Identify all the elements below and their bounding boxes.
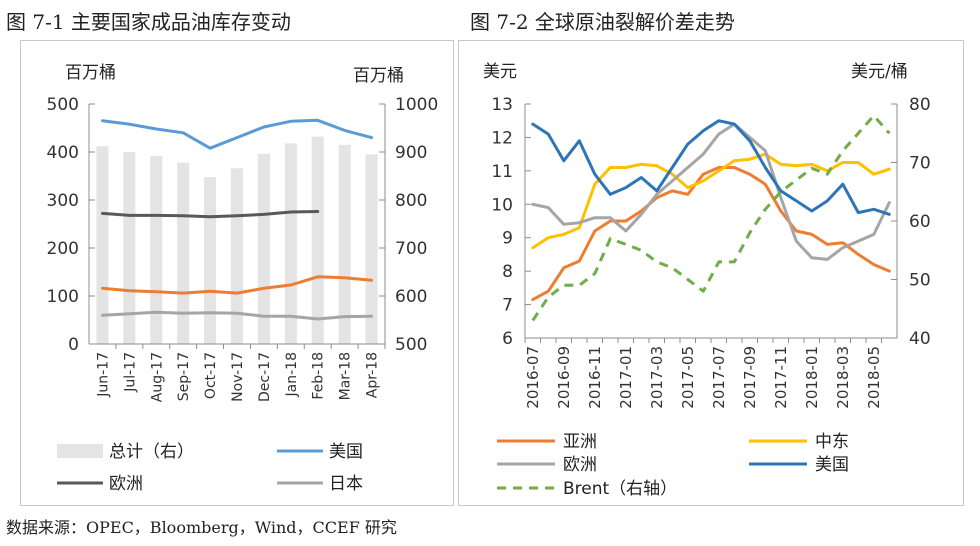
series-line — [531, 166, 891, 302]
left-tick-label: 100 — [47, 287, 79, 307]
series-line — [531, 119, 891, 216]
x-tick-label: 2017-07 — [710, 346, 728, 409]
x-tick-label: Aug-17 — [149, 352, 165, 402]
total-bar — [257, 153, 270, 344]
right-tick-label: 500 — [395, 335, 427, 355]
series-line — [101, 275, 373, 295]
right-tick-label: 800 — [395, 191, 427, 211]
right-tick-label: 900 — [395, 143, 427, 163]
right-axis-unit: 美元/桶 — [851, 62, 908, 82]
x-tick-label: Jan-18 — [284, 352, 300, 397]
legend-label: 欧洲 — [109, 474, 143, 494]
legend-label: 日本 — [329, 474, 363, 494]
left-tick-label: 0 — [68, 335, 79, 355]
total-bar — [311, 136, 324, 344]
total-bar — [230, 168, 243, 344]
x-tick-label: 2016-07 — [524, 346, 542, 409]
figure2-panel: 美元 美元/桶 6 7 8 9 10 11 12 13 40 50 60 70 80 2016-07 2016-… — [458, 40, 964, 506]
left-tick-label: 13 — [491, 95, 513, 115]
legend-label: 美国 — [329, 442, 363, 462]
right-axis-unit: 百万桶 — [353, 66, 404, 86]
right-tick-label: 700 — [395, 239, 427, 259]
x-tick-label: 2017-11 — [772, 346, 790, 409]
legend-label: 欧洲 — [563, 455, 597, 475]
left-tick-label: 400 — [47, 143, 79, 163]
x-tick-label: 2016-11 — [586, 346, 604, 409]
x-tick-label: 2017-09 — [741, 346, 759, 409]
series-line — [531, 114, 891, 322]
total-bar — [177, 162, 190, 344]
x-tick-label: Sep-17 — [176, 352, 192, 401]
right-tick-label: 50 — [909, 271, 931, 291]
left-tick-label: 9 — [502, 229, 513, 249]
left-axis-unit: 百万桶 — [65, 63, 116, 83]
series-line — [101, 118, 373, 150]
left-tick-label: 6 — [502, 329, 513, 349]
x-tick-label: Jun-17 — [96, 352, 112, 398]
right-tick-label: 40 — [909, 329, 931, 349]
x-tick-label: Nov-17 — [230, 352, 246, 402]
left-tick-label: 300 — [47, 191, 79, 211]
right-tick-label: 70 — [909, 154, 931, 174]
legend-label: Brent（右轴） — [563, 479, 677, 499]
left-tick-label: 10 — [491, 195, 513, 215]
x-tick-label: 2017-01 — [617, 346, 635, 409]
series-line — [101, 310, 373, 321]
x-tick-label: Feb-18 — [311, 352, 327, 400]
right-tick-label: 600 — [395, 287, 427, 307]
series-line — [531, 122, 891, 261]
left-axis-unit: 美元 — [483, 62, 517, 82]
right-tick-label: 80 — [909, 95, 931, 115]
right-tick-label: 1000 — [395, 95, 438, 115]
total-bar — [204, 177, 217, 344]
total-bar — [284, 143, 297, 344]
total-bar — [338, 144, 351, 344]
left-tick-label: 8 — [502, 262, 513, 282]
total-bar — [123, 152, 136, 344]
figure2-title: 图 7-2 全球原油裂解价差走势 — [470, 10, 735, 34]
right-tick-label: 60 — [909, 212, 931, 232]
legend-label: 亚洲 — [563, 432, 597, 452]
x-tick-label: 2017-03 — [648, 346, 666, 409]
x-tick-label: Apr-18 — [365, 352, 381, 398]
legend-swatch — [57, 444, 103, 458]
x-tick-label: 2018-05 — [865, 346, 883, 409]
x-tick-label: Jul-17 — [122, 352, 138, 393]
left-tick-label: 500 — [47, 95, 79, 115]
series-line — [101, 210, 320, 219]
inventory-chart: 百万桶 百万桶 0 100 200 300 400 500 500 600 700 800 900 100… — [47, 63, 439, 494]
legend-label: 总计（右） — [109, 442, 194, 462]
x-tick-label: Mar-18 — [338, 352, 354, 400]
legend-label: 中东 — [815, 432, 849, 452]
total-bar — [150, 155, 163, 344]
figure1-panel: 百万桶 百万桶 0 100 200 300 400 500 500 600 700 800 900 100… — [20, 40, 454, 506]
x-tick-label: 2017-05 — [679, 346, 697, 409]
x-tick-label: Oct-17 — [203, 352, 219, 399]
source-note: 数据来源：OPEC，Bloomberg，Wind，CCEF 研究 — [6, 518, 397, 537]
left-tick-label: 12 — [491, 128, 513, 148]
x-tick-label: 2018-03 — [834, 346, 852, 409]
x-tick-label: 2016-09 — [555, 346, 573, 409]
figure1-title: 图 7-1 主要国家成品油库存变动 — [6, 10, 291, 34]
x-tick-label: 2018-01 — [803, 346, 821, 409]
left-tick-label: 11 — [491, 162, 513, 182]
total-bar — [96, 146, 109, 344]
x-tick-label: Dec-17 — [257, 352, 273, 402]
left-tick-label: 200 — [47, 239, 79, 259]
crack-spread-chart: 美元 美元/桶 6 7 8 9 10 11 12 13 40 50 60 70 80 2016-07 2016-… — [483, 62, 931, 499]
left-tick-label: 7 — [502, 296, 513, 316]
total-bar — [365, 154, 378, 344]
series-line — [531, 152, 891, 250]
legend-label: 美国 — [815, 455, 849, 475]
